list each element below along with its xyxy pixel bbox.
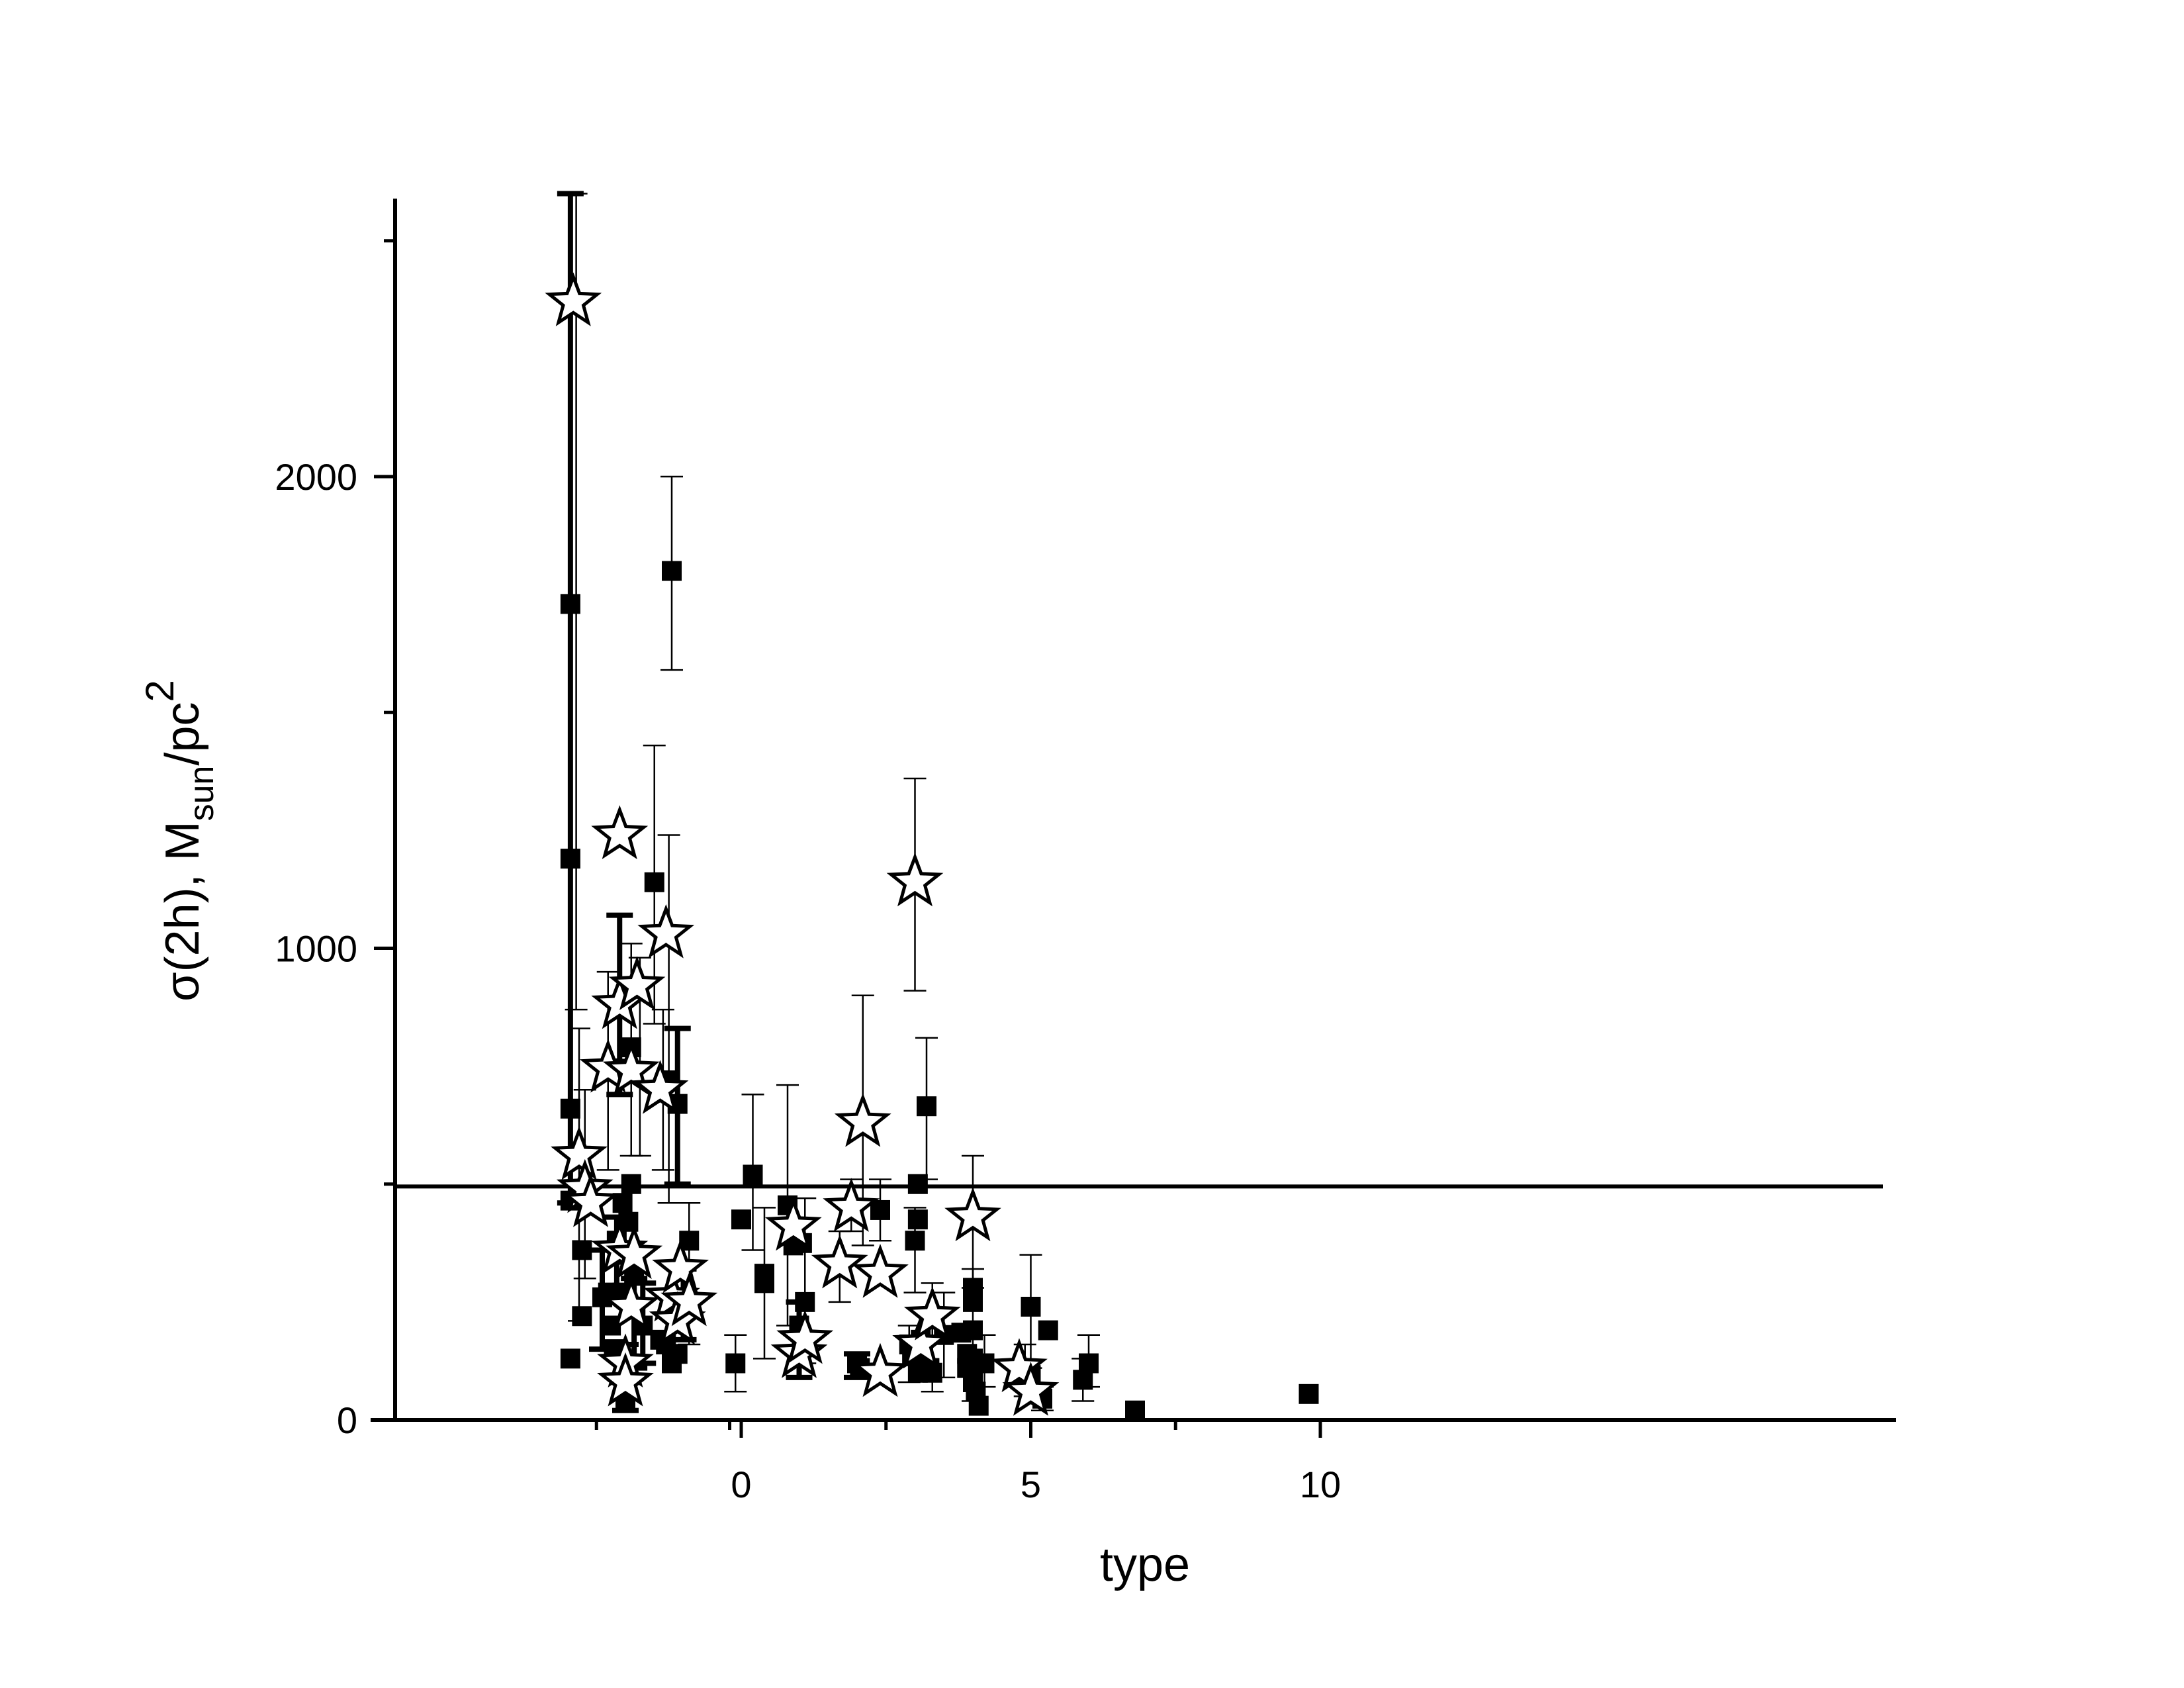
star-point-22 [776,1309,834,1364]
star-point-20 [764,1196,822,1251]
axes [371,199,1896,1422]
square-point-40 [795,1291,815,1312]
square-point-0 [560,594,580,614]
square-point-46 [905,1231,925,1251]
y-axis-title-subscript: sun [183,766,221,821]
y-axis-title-unit: /pc [156,702,209,766]
square-point-26 [662,561,682,581]
square-point-68 [1021,1297,1041,1317]
star-point-5 [591,805,649,859]
star-point-25 [834,1093,891,1147]
square-point-4 [560,1348,580,1369]
square-point-5 [572,1306,592,1327]
square-point-74 [1125,1400,1145,1421]
square-point-6 [572,1240,592,1260]
x-tick-label: 0 [731,1464,751,1505]
square-point-43 [870,1199,890,1220]
star-point-15 [637,904,695,959]
square-point-2 [560,1098,580,1119]
error-bar-15 [657,834,680,1204]
ticks: 0 5 10 0 1000 2000 [275,239,1341,1505]
x-tick-label: 5 [1021,1464,1041,1505]
star-point-9 [597,1352,654,1407]
square-point-75 [1298,1383,1319,1404]
square-point-22 [644,872,664,892]
star-point-10 [602,1041,660,1096]
star-point-28 [886,852,944,907]
star-point-19 [660,1272,718,1327]
data-markers [545,272,1319,1421]
star-point-23 [811,1234,868,1289]
square-point-73 [1079,1353,1099,1374]
star-point-32 [991,1338,1048,1393]
square-point-29 [667,1344,688,1364]
square-point-31 [725,1353,746,1374]
square-point-35 [754,1273,774,1293]
square-point-32 [731,1209,751,1230]
square-point-54 [922,1362,942,1383]
star-point-26 [852,1342,909,1397]
y-tick-label: 0 [337,1399,357,1441]
star-point-14 [631,1060,689,1114]
y-axis-title-main: σ(2h), M [156,821,209,1001]
y-axis-title-superscript: 2 [138,680,182,702]
star-point-31 [944,1187,1001,1242]
star-point-24 [823,1178,880,1232]
square-point-48 [907,1209,928,1230]
square-point-71 [1038,1320,1058,1340]
star-point-30 [903,1286,961,1340]
y-tick-label: 1000 [275,928,357,970]
y-tick-label: 2000 [275,456,357,498]
square-point-61 [963,1320,983,1340]
x-axis-title: type [1100,1538,1190,1591]
square-point-52 [917,1096,936,1117]
star-point-3 [562,1173,619,1227]
square-point-33 [743,1164,763,1185]
star-point-1 [551,1125,608,1180]
square-point-65 [968,1395,989,1416]
square-point-66 [974,1353,995,1374]
star-point-11 [602,1276,660,1331]
star-point-29 [892,1314,950,1369]
square-point-19 [621,1174,641,1194]
star-point-13 [608,956,666,1010]
y-axis-title: σ(2h), Msun/pc2 [138,680,221,1002]
square-point-60 [963,1291,983,1312]
x-tick-label: 10 [1300,1464,1341,1505]
square-point-13 [612,1193,633,1213]
square-point-1 [560,849,580,869]
star-point-18 [652,1239,709,1293]
square-point-49 [907,1174,928,1194]
error-bars [557,191,1100,1413]
star-point-12 [606,1225,663,1280]
star-point-27 [852,1243,909,1298]
star-point-0 [545,272,602,326]
star-point-33 [1002,1362,1060,1416]
